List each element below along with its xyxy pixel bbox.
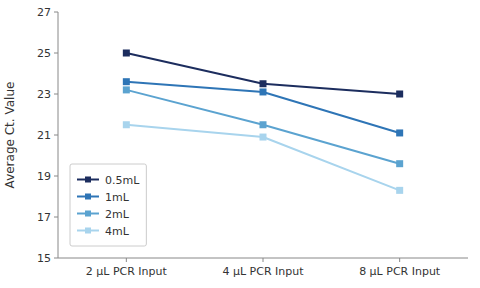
data-point: [123, 86, 130, 93]
x-tick: [126, 258, 127, 262]
data-point: [260, 121, 267, 128]
y-axis-label: Average Ct. Value: [3, 82, 17, 189]
data-point: [260, 88, 267, 95]
data-point: [123, 121, 130, 128]
chart-container: 15 17 19 21 23 25 27 2 μL PCR Input 4 μL PCR Inp…: [0, 0, 480, 288]
y-tick-label: 17: [37, 211, 51, 224]
y-tick: [54, 12, 58, 13]
series-line: [126, 125, 399, 191]
legend-label: 2mL: [105, 208, 130, 221]
y-tick-label: 19: [37, 170, 51, 183]
legend-marker: [85, 211, 91, 217]
y-tick-label: 25: [37, 47, 51, 60]
legend: 0.5mL 1mL 2mL 4mL: [70, 164, 146, 246]
y-tick-label: 23: [37, 88, 51, 101]
y-tick-label: 15: [37, 252, 51, 265]
legend-label: 4mL: [105, 225, 130, 238]
legend-box: [70, 164, 146, 246]
data-point: [396, 91, 403, 98]
chart-svg: 15 17 19 21 23 25 27 2 μL PCR Input 4 μL PCR Inp…: [0, 0, 480, 288]
y-tick-label: 21: [37, 129, 51, 142]
plot-area: [123, 50, 403, 194]
data-point: [260, 134, 267, 141]
data-point: [123, 50, 130, 57]
y-tick: [54, 135, 58, 136]
data-point: [396, 129, 403, 136]
legend-label: 1mL: [105, 191, 130, 204]
data-point: [260, 80, 267, 87]
y-tick: [54, 176, 58, 177]
data-point: [396, 160, 403, 167]
series-line: [126, 53, 399, 94]
y-tick: [54, 94, 58, 95]
legend-label: 0.5mL: [105, 174, 140, 187]
x-tick: [263, 258, 264, 262]
legend-marker: [85, 228, 91, 234]
y-tick: [54, 258, 58, 259]
y-tick: [54, 53, 58, 54]
legend-marker: [85, 194, 91, 200]
series-line: [126, 90, 399, 164]
x-tick: [399, 258, 400, 262]
series-line: [126, 82, 399, 133]
x-tick-label: 8 μL PCR Input: [359, 265, 441, 278]
x-tick-label: 4 μL PCR Input: [222, 265, 304, 278]
y-tick: [54, 217, 58, 218]
data-point: [396, 187, 403, 194]
legend-marker: [85, 177, 91, 183]
y-tick-label: 27: [37, 6, 51, 19]
data-point: [123, 78, 130, 85]
x-tick-label: 2 μL PCR Input: [86, 265, 168, 278]
